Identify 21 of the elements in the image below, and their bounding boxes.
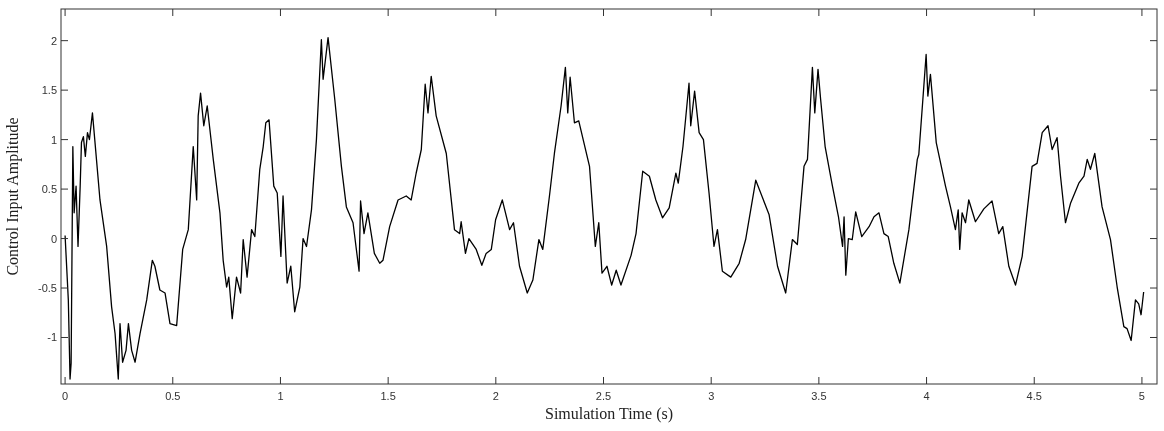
line-series [64,37,1145,380]
y-tick-label: -0.5 [38,282,57,295]
x-tick-label: 3.5 [811,390,827,402]
x-axis-title: Simulation Time (s) [544,405,674,423]
x-tick-label: 1.5 [380,390,396,402]
x-tick-label: 2.5 [595,390,612,402]
x-tick-label: 4.5 [1026,390,1042,402]
y-tick-label: 1 [50,133,57,146]
x-tick-label: 3 [708,390,715,402]
x-tick-label: 5 [1138,390,1145,402]
y-tick-label: 2 [50,34,57,47]
y-tick-label: 1.5 [41,84,57,97]
y-tick-label: -1 [47,331,57,344]
y-tick-label: 0.5 [41,183,57,196]
x-tick-label: 2 [492,390,499,402]
x-tick-label: 4 [923,390,930,402]
x-tick-label: 1 [277,390,284,402]
x-tick-label: 0 [62,390,69,402]
y-axis-title: Control Input Amplitude [4,117,22,276]
x-tick-label: 0.5 [165,390,181,402]
y-tick-label: 0 [50,232,57,245]
